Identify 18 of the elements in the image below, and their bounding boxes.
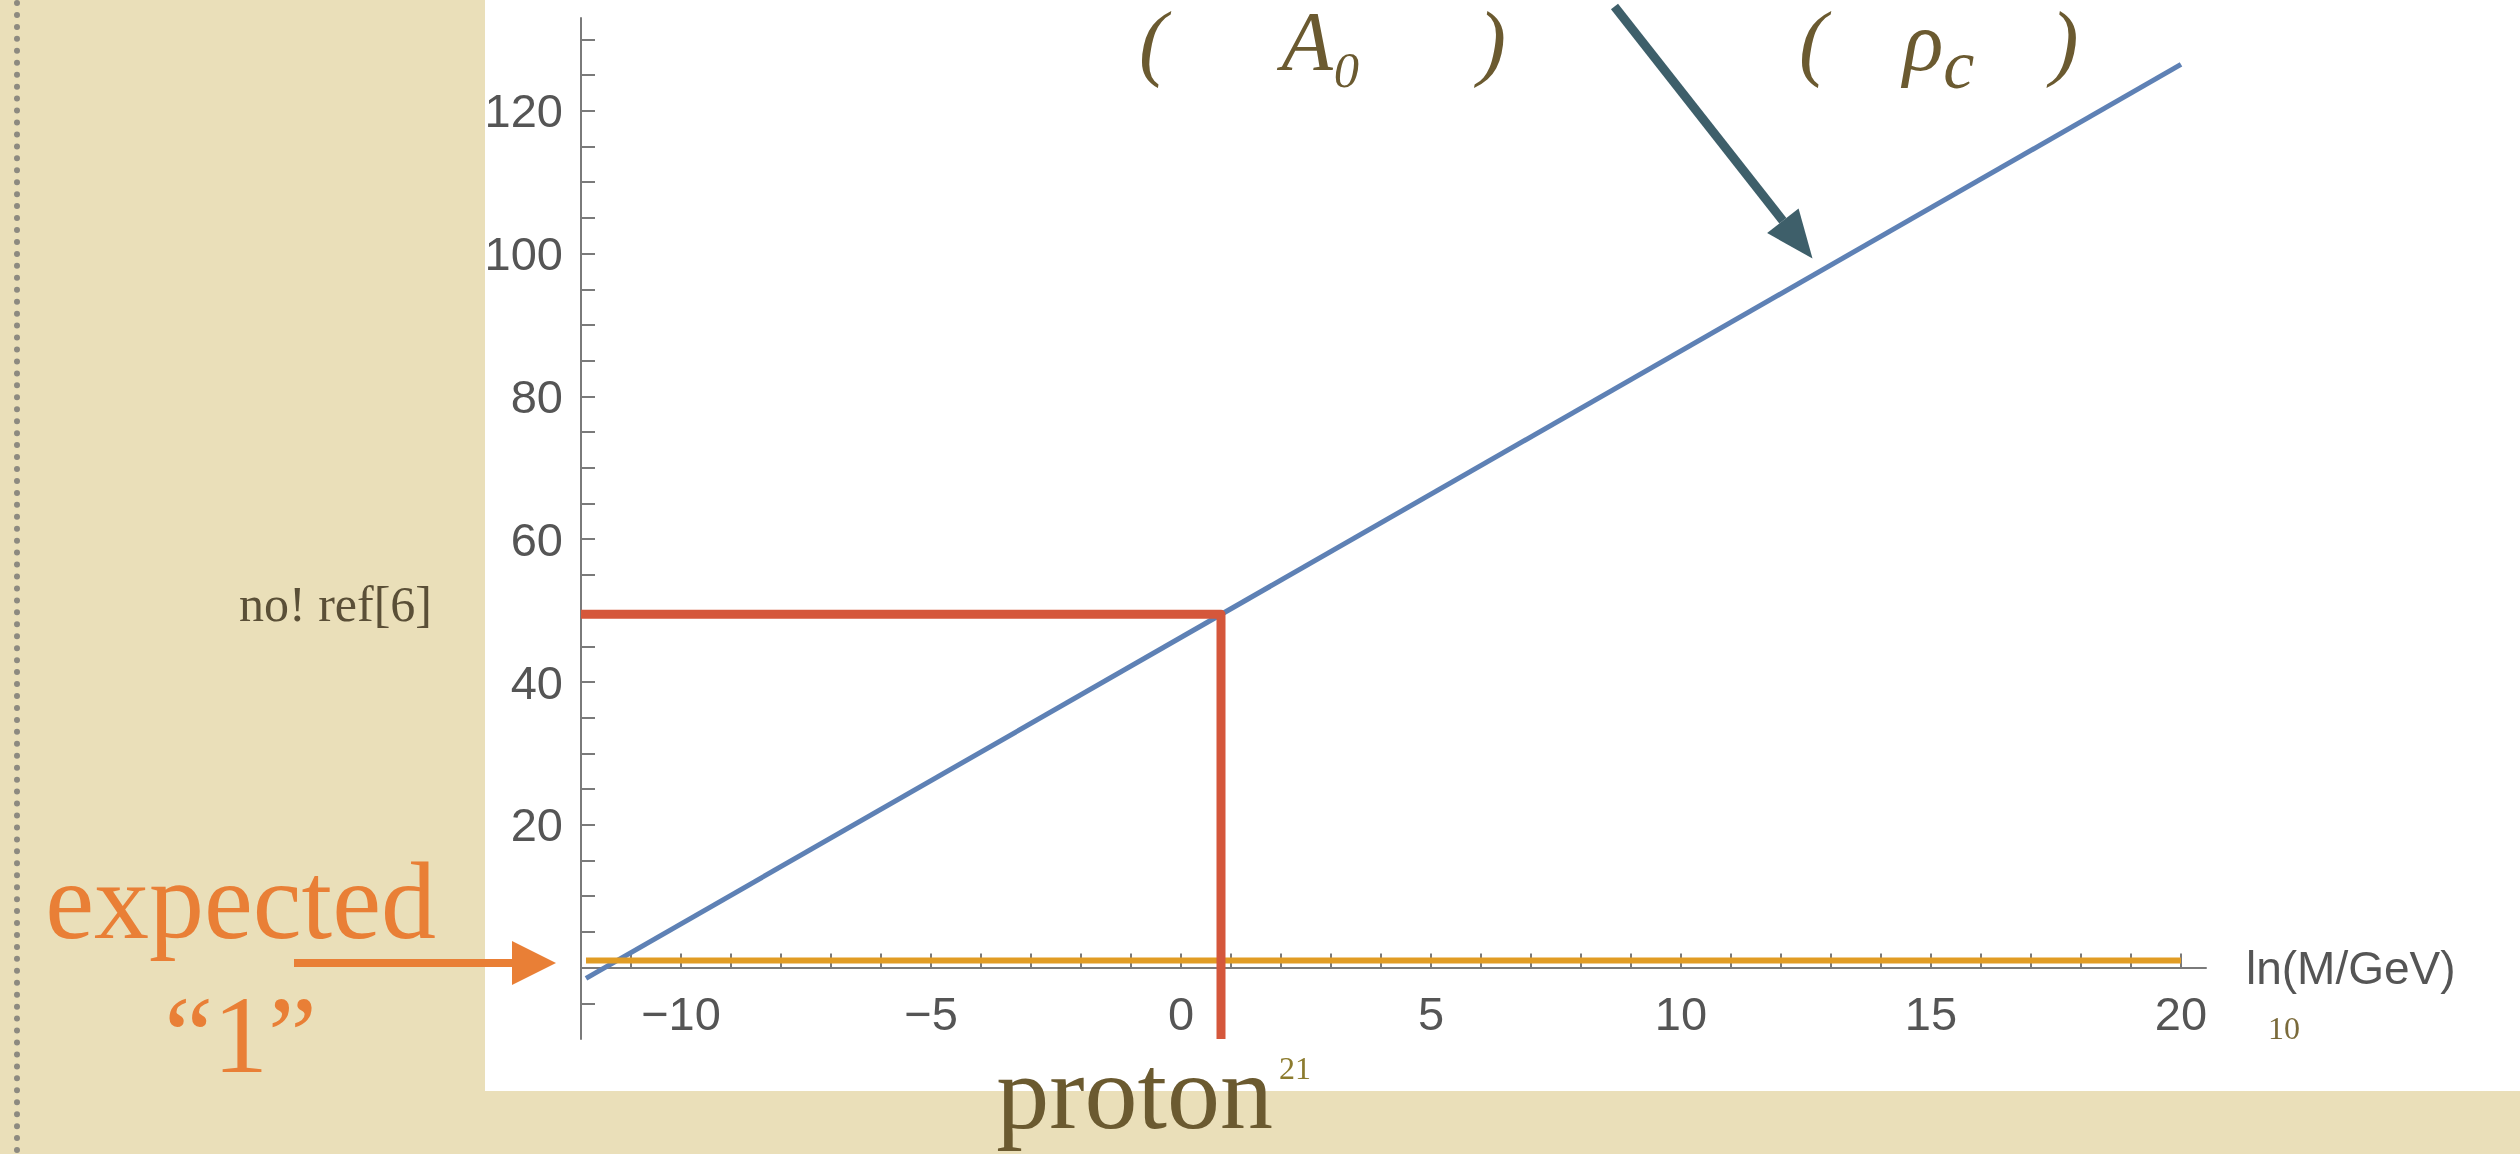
annotation: ( ρ$_{c}$ ) (1799, 0, 2079, 103)
text: expected “1” (45, 838, 436, 1098)
y-tick-label: 100 (484, 227, 563, 281)
y-tick-label: 20 (510, 798, 563, 852)
y-tick-label: 80 (510, 369, 563, 423)
text: 21 (1279, 1050, 1311, 1086)
x-tick-label: 5 (1417, 986, 1445, 1040)
x-axis-title: ln(M/GeV) (2246, 941, 2456, 994)
x-tick-label: −5 (904, 986, 958, 1040)
x-tick-label: 20 (2154, 986, 2208, 1040)
y-tick-label: 60 (510, 512, 563, 566)
y-tick-label: 120 (484, 84, 563, 138)
y-tick-label: 40 (510, 655, 563, 709)
annotation: ( A₀ ) (1139, 0, 1506, 88)
x-tick-label: 10 (1654, 986, 1708, 1040)
text: no! ref[6] (239, 576, 432, 632)
x-tick-label: 15 (1904, 986, 1958, 1040)
x-tick-label: −10 (641, 986, 721, 1040)
